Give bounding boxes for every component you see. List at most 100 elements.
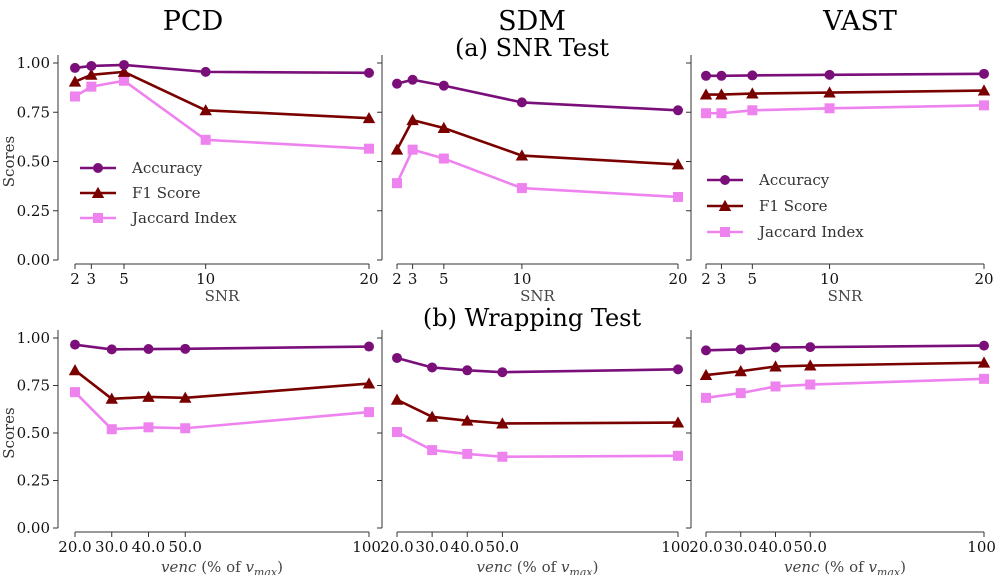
data-point-accuracy [805,342,816,353]
data-point-f1-score [105,392,118,404]
legend-marker [720,227,730,237]
column-title-vast: VAST [822,6,897,37]
series-line-f1-score [706,89,985,96]
y-tick-label: 0.75 [17,103,50,121]
x-tick-label: 50.0 [486,538,519,556]
data-point-accuracy [701,345,711,356]
data-point-accuracy [747,70,758,81]
data-point-jaccard-index [673,191,683,202]
data-point-f1-score [461,414,474,426]
data-point-accuracy [438,80,449,91]
x-tick-label: 2 [701,270,711,288]
data-point-f1-score [671,416,685,428]
data-point-accuracy [701,70,711,81]
series-line-jaccard-index [705,377,985,400]
x-tick-label: 2 [392,270,402,288]
data-point-accuracy [673,364,683,375]
legend-label: Accuracy [758,171,830,189]
data-point-jaccard-index [70,91,80,102]
data-point-jaccard-index [200,134,211,145]
series-line-jaccard-index [74,79,370,150]
data-point-accuracy [716,70,727,81]
data-point-jaccard-index [392,427,402,438]
data-point-accuracy [200,66,211,77]
series-line-accuracy [74,343,370,351]
data-point-f1-score [769,360,782,372]
y-tick-label: 0.25 [17,202,50,220]
data-point-accuracy [364,341,374,352]
x-axis-label: venc (% of vmax) [161,558,283,575]
data-point-jaccard-index [770,381,781,392]
data-point-accuracy [497,367,508,378]
y-tick-label: 1.00 [17,54,50,72]
data-point-jaccard-index [516,183,527,194]
data-point-accuracy [770,342,781,353]
panel-wrap-vast: 20.030.040.050.0 100. venc (% of vmax) [686,330,996,575]
data-point-f1-score [390,393,404,405]
legend-marker [93,213,103,223]
x-tick-label: 40.0 [132,538,165,556]
data-point-f1-score [85,68,98,80]
data-point-f1-score [804,359,817,371]
panel-snr-vast: 2 3 5 10 20 SNR Accuracy F1 Score Jaccard Index [686,55,994,305]
x-axis-label: SNR [205,287,240,305]
x-tick-label: 10 [820,270,839,288]
y-tick-label: 0.00 [17,519,50,537]
legend-label: F1 Score [132,184,201,202]
data-point-jaccard-index [180,423,191,434]
data-point-jaccard-index [119,75,129,86]
panel-wrap-pcd: 0.00 0.25 0.50 0.75 1.00 20.0 30.0 40.0 50.0 100.… [0,329,386,575]
x-tick-label: 20.0 [689,538,722,556]
legend-label: Jaccard Index [130,209,237,227]
data-point-jaccard-index [86,81,97,92]
legend: Accuracy F1 Score Jaccard Index [80,159,237,227]
data-point-accuracy [70,339,80,350]
x-tick-label: 20 [668,270,687,288]
data-point-f1-score [362,111,376,124]
x-tick-label: 5 [748,270,758,288]
legend-label: F1 Score [759,197,828,215]
legend-marker [718,199,732,211]
data-point-jaccard-index [673,450,683,461]
x-axis-label: SNR [828,287,863,305]
data-point-jaccard-index [462,448,473,459]
data-point-f1-score [117,65,131,77]
data-point-jaccard-index [364,407,374,418]
data-point-jaccard-index [979,373,989,384]
series-line-f1-score [705,361,985,377]
data-point-f1-score [68,75,82,87]
series-line-jaccard-index [396,430,679,459]
data-point-f1-score [977,84,991,96]
legend-marker [93,163,103,173]
data-point-accuracy [364,67,374,78]
legend: Accuracy F1 Score Jaccard Index [707,171,864,241]
x-tick-label: 10 [196,270,215,288]
x-tick-label: 3 [408,270,418,288]
y-tick-label: 0.00 [17,251,50,269]
data-point-f1-score [977,356,991,368]
data-point-jaccard-index [143,422,154,433]
data-point-jaccard-index [364,143,374,154]
data-point-accuracy [824,69,835,80]
x-axis-label: SNR [520,287,555,305]
panel-snr-pcd: 0.00 0.25 0.50 0.75 1.00 2 3 5 10 20 SNR Scores Accu… [0,54,379,305]
data-point-jaccard-index [497,451,508,462]
x-tick-label: 100. [352,538,385,556]
data-point-f1-score [179,391,192,403]
x-tick-label: 30.0 [95,538,128,556]
data-point-jaccard-index [70,387,80,398]
data-point-jaccard-index [747,105,758,116]
x-tick-label: 100. [967,538,996,556]
data-point-accuracy [735,344,746,355]
x-tick-label: 20 [974,270,993,288]
legend-marker [91,186,105,198]
y-tick-label: 0.75 [17,377,50,395]
y-tick-label: 1.00 [17,329,50,347]
column-title-sdm: SDM [498,6,566,37]
x-tick-label: 50.0 [794,538,827,556]
series-line-f1-score [396,398,679,425]
x-tick-label: 2 [70,270,80,288]
x-tick-label: 50.0 [169,538,202,556]
x-tick-label: 10 [512,270,531,288]
